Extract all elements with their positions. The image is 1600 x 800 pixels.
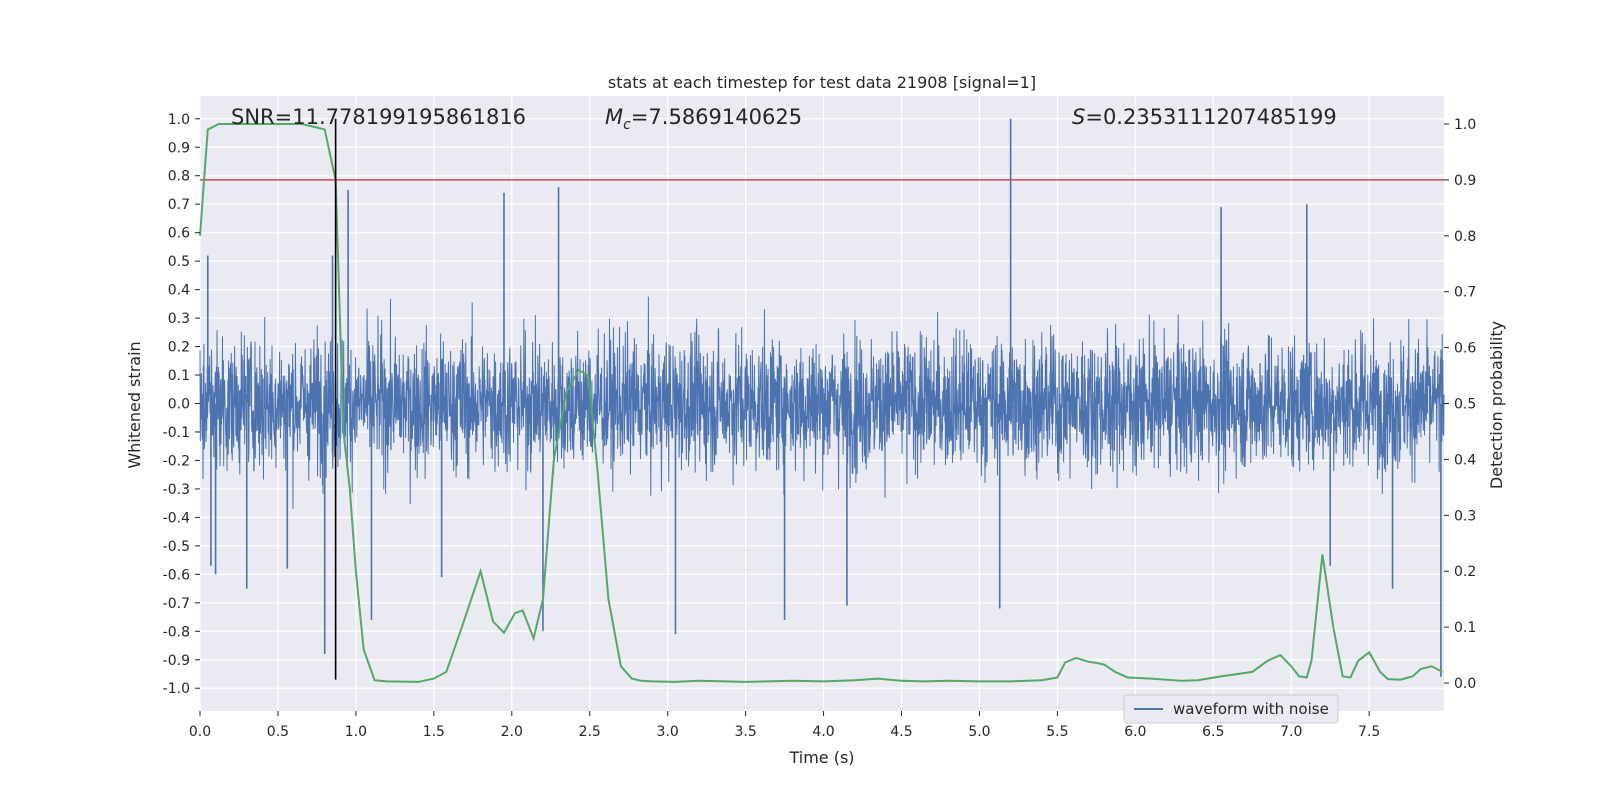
- s-annotation: S=0.2353111207485199: [1072, 105, 1337, 129]
- y-tick-label-left: 0.3: [168, 311, 190, 327]
- chart-marks: [199, 118, 1444, 683]
- legend-label: waveform with noise: [1173, 700, 1329, 718]
- y-tick-label-left: -0.8: [163, 624, 190, 640]
- x-tick-label: 2.0: [501, 724, 523, 740]
- x-tick-label: 7.5: [1358, 724, 1380, 740]
- y-tick-label-right: 0.3: [1454, 508, 1476, 524]
- y-tick-label-left: 0.5: [168, 254, 190, 270]
- chart-title: stats at each timestep for test data 219…: [608, 73, 1036, 92]
- series-waveform-with-noise: [199, 118, 1445, 677]
- y-tick-label-left: -0.4: [163, 510, 190, 526]
- y-tick-label-right: 0.4: [1454, 452, 1476, 468]
- x-tick-label: 1.0: [345, 724, 367, 740]
- x-tick-label: 3.5: [734, 724, 756, 740]
- y-tick-label-left: -0.1: [163, 425, 190, 441]
- noise-trace: [199, 296, 1445, 509]
- y-tick-label-left: 0.1: [168, 368, 190, 384]
- y-tick-label-left: 0.2: [168, 340, 190, 356]
- x-axis-label: Time (s): [788, 748, 854, 767]
- chirp-mass-annotation: Mc=7.5869140625: [605, 105, 802, 133]
- x-tick-label: 0.0: [189, 724, 211, 740]
- y-tick-label-left: 0.8: [168, 169, 190, 185]
- y-tick-label-right: 0.7: [1454, 285, 1476, 301]
- y-tick-label-right: 1.0: [1454, 117, 1476, 133]
- y-tick-label-right: 0.1: [1454, 620, 1476, 636]
- x-tick-label: 5.0: [968, 724, 990, 740]
- y-tick-label-left: 1.0: [168, 112, 190, 128]
- y-axis-label-right: Detection probability: [1487, 321, 1506, 489]
- tick-labels: 0.0 0.5 1.0 1.5 2.0 2.5 3.0 3.5 4.0 4.5 5.0 5.5 6.0 6…: [163, 112, 1477, 740]
- y-tick-label-left: 0.7: [168, 197, 190, 213]
- y-tick-label-left: -0.9: [163, 653, 190, 669]
- y-tick-label-left: 0.6: [168, 226, 190, 242]
- detection-probability-line: [199, 122, 1443, 683]
- x-tick-label: 6.0: [1124, 724, 1146, 740]
- y-tick-label-right: 0.2: [1454, 564, 1476, 580]
- y-tick-label-left: -0.3: [163, 482, 190, 498]
- legend: waveform with noise: [1123, 694, 1339, 724]
- x-tick-label: 6.5: [1202, 724, 1224, 740]
- x-tick-label: 5.5: [1046, 724, 1068, 740]
- y-tick-label-right: 0.0: [1454, 676, 1476, 692]
- y-tick-label-left: 0.0: [168, 397, 190, 413]
- legend-box: [1123, 694, 1339, 724]
- x-tick-label: 4.0: [812, 724, 834, 740]
- x-tick-label: 7.0: [1280, 724, 1302, 740]
- y-tick-label-right: 0.9: [1454, 173, 1476, 189]
- x-tick-label: 0.5: [267, 724, 289, 740]
- y-tick-label-right: 0.5: [1454, 397, 1476, 413]
- y-tick-label-left: 0.9: [168, 140, 190, 156]
- y-tick-label-right: 0.8: [1454, 229, 1476, 245]
- y-tick-label-left: -0.5: [163, 539, 190, 555]
- y-tick-label-left: -1.0: [163, 681, 190, 697]
- x-tick-label: 1.5: [423, 724, 445, 740]
- y-tick-label-left: -0.7: [163, 596, 190, 612]
- y-tick-label-left: -0.6: [163, 567, 190, 583]
- y-axis-label-left: Whitened strain: [125, 341, 144, 468]
- y-tick-label-right: 0.6: [1454, 341, 1476, 357]
- y-tick-label-left: 0.4: [168, 283, 190, 299]
- x-tick-label: 2.5: [579, 724, 601, 740]
- x-tick-label: 3.0: [657, 724, 679, 740]
- y-tick-label-left: -0.2: [163, 453, 190, 469]
- snr-annotation: SNR=11.778199195861816: [231, 105, 526, 129]
- x-tick-label: 4.5: [890, 724, 912, 740]
